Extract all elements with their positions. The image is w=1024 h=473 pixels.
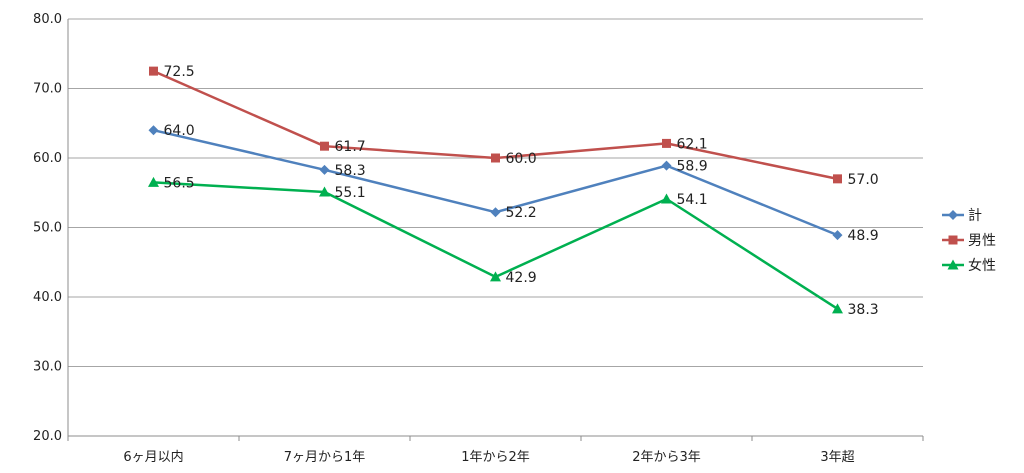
data-point xyxy=(661,193,672,204)
legend-marker xyxy=(947,259,959,270)
data-point xyxy=(148,125,159,136)
series-group xyxy=(148,66,843,314)
data-point xyxy=(319,186,330,197)
x-tick-label: 2年から3年 xyxy=(632,450,701,465)
legend-marker xyxy=(948,210,958,220)
data-point xyxy=(832,303,843,314)
series-line-0 xyxy=(153,128,838,237)
data-point xyxy=(833,174,842,184)
x-tick-label: 7ヶ月から1年 xyxy=(284,450,366,465)
data-point xyxy=(491,153,500,163)
data-label: 72.5 xyxy=(164,64,195,80)
data-label: 58.3 xyxy=(335,163,366,179)
data-point xyxy=(832,230,843,241)
data-label: 55.1 xyxy=(335,185,366,201)
data-point xyxy=(661,160,672,171)
data-point xyxy=(320,141,329,151)
series-line-1 xyxy=(152,69,838,181)
x-tick-label: 1年から2年 xyxy=(461,450,530,465)
data-labels: 64.0 58.3 52.2 58.9 48.9 72.5 61.7 60.0 62.1 57.0… xyxy=(164,64,879,318)
data-label: 54.1 xyxy=(677,192,708,208)
data-label: 48.9 xyxy=(848,228,879,244)
x-tick-label: 6ヶ月以内 xyxy=(123,449,183,465)
data-point xyxy=(148,176,159,187)
gridlines xyxy=(68,18,923,367)
data-point xyxy=(490,207,501,218)
legend-label: 男性 xyxy=(968,233,996,249)
y-tick-label: 70.0 xyxy=(33,82,62,97)
y-axis-ticks: 20.0 30.0 40.0 50.0 60.0 70.0 80.0 xyxy=(33,12,62,444)
x-tick-label: 3年超 xyxy=(820,450,854,465)
y-tick-label: 40.0 xyxy=(33,290,62,305)
y-tick-label: 80.0 xyxy=(33,12,62,27)
data-label: 64.0 xyxy=(164,123,195,139)
data-point xyxy=(149,66,158,76)
data-point xyxy=(319,164,330,175)
data-label: 52.2 xyxy=(506,205,537,221)
data-label: 61.7 xyxy=(335,139,366,155)
y-tick-label: 20.0 xyxy=(33,429,62,444)
y-tick-label: 30.0 xyxy=(33,360,62,375)
x-axis-ticks: 6ヶ月以内 7ヶ月から1年 1年から2年 2年から3年 3年超 xyxy=(123,449,854,465)
data-point xyxy=(662,138,671,148)
data-label: 62.1 xyxy=(677,136,708,152)
y-tick-label: 60.0 xyxy=(33,151,62,166)
data-label: 57.0 xyxy=(848,172,879,188)
data-label: 58.9 xyxy=(677,159,708,175)
series-line-2 xyxy=(153,181,839,310)
axes xyxy=(67,19,924,441)
legend-label: 計 xyxy=(968,208,982,224)
data-label: 42.9 xyxy=(506,270,537,286)
data-label: 38.3 xyxy=(848,302,879,318)
data-label: 60.0 xyxy=(506,151,537,167)
legend-marker xyxy=(948,235,958,245)
data-point xyxy=(490,271,501,282)
data-label: 56.5 xyxy=(164,175,195,191)
y-tick-label: 50.0 xyxy=(33,221,62,236)
legend-label: 女性 xyxy=(968,257,996,274)
